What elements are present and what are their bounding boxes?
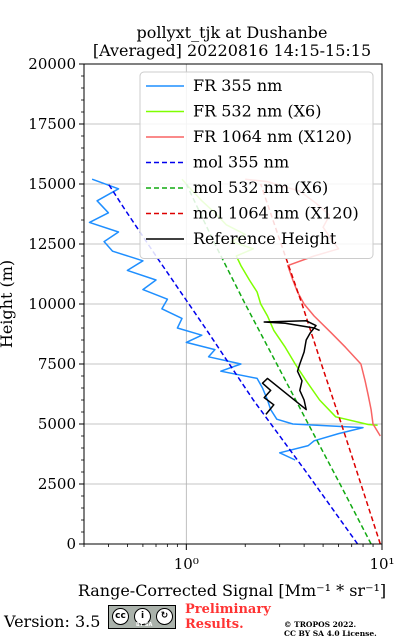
series-line xyxy=(107,183,359,545)
version-label: Version: 3.5 xyxy=(4,612,101,631)
y-tick-label: 15000 xyxy=(28,175,76,193)
cc-license-badge: cc i ↻ BY SA xyxy=(108,605,176,629)
y-axis-label: Height (m) xyxy=(0,260,16,348)
x-axis-label: Range-Corrected Signal [Mm⁻¹ * sr⁻¹] xyxy=(78,581,386,600)
legend-label: mol 355 nm xyxy=(193,153,289,172)
copyright-line2: CC BY SA 4.0 License. xyxy=(284,629,377,638)
preliminary-line1: Preliminary xyxy=(185,602,271,617)
cc-icon: cc xyxy=(112,608,129,625)
by-icon: i xyxy=(134,608,151,625)
chart-title-line1: pollyxt_tjk at Dushanbe xyxy=(136,23,327,42)
y-tick-label: 7500 xyxy=(38,355,76,373)
y-tick-label: 0 xyxy=(66,535,76,553)
badge-text: BY SA xyxy=(136,622,153,628)
series-line xyxy=(261,320,320,415)
y-tick-label: 2500 xyxy=(38,475,76,493)
y-tick-label: 10000 xyxy=(28,295,76,313)
sa-icon: ↻ xyxy=(156,608,173,625)
x-tick-label: 10¹ xyxy=(369,555,394,573)
copyright-line1: © TROPOS 2022. xyxy=(284,620,357,629)
preliminary-line2: Results. xyxy=(185,617,244,632)
copyright-notice: © TROPOS 2022. CC BY SA 4.0 License. xyxy=(284,620,377,638)
legend-label: Reference Height xyxy=(193,229,337,248)
legend-label: FR 355 nm xyxy=(193,76,282,95)
legend-label: FR 532 nm (X6) xyxy=(193,102,321,121)
preliminary-notice: Preliminary Results. xyxy=(185,602,271,632)
legend-label: FR 1064 nm (X120) xyxy=(193,127,352,146)
y-tick-label: 20000 xyxy=(28,55,76,73)
series-line xyxy=(88,178,364,461)
legend-label: mol 1064 nm (X120) xyxy=(193,204,359,223)
legend-label: mol 532 nm (X6) xyxy=(193,178,328,197)
y-tick-label: 17500 xyxy=(28,115,76,133)
legend: FR 355 nm FR 532 nm (X6) FR 1064 nm (X120)… xyxy=(139,71,374,259)
y-tick-label: 5000 xyxy=(38,415,76,433)
axes: 0 2500 5000 7500 10000 12500 15000 17500 20000 10… xyxy=(28,55,394,573)
y-tick-label: 12500 xyxy=(28,235,76,253)
x-tick-label: 10⁰ xyxy=(174,555,199,573)
legend-box xyxy=(139,71,374,259)
chart-title-line2: [Averaged] 20220816 14:15-15:15 xyxy=(93,41,371,60)
